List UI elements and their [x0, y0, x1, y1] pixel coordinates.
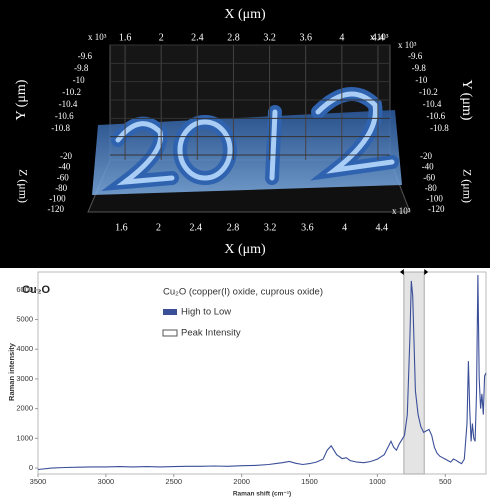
highlight-band: [403, 271, 425, 475]
x-tick-label-top: 3.2: [263, 32, 276, 43]
y-tick-label: 4000: [16, 344, 33, 353]
legend-label: High to Low: [181, 307, 231, 318]
x-tick-label-top: 4.4: [372, 32, 385, 43]
y-tick-label-left: -9.8: [74, 63, 89, 73]
z-tick-label-left: -40: [58, 162, 70, 172]
y-tick-label: 5000: [16, 315, 33, 324]
legend-title: Cu₂O (copper(I) oxide, cuprous oxide): [163, 287, 323, 298]
y-tick-label-left: -10.8: [51, 123, 70, 133]
x-axis-title-bottom: X (μm): [224, 242, 266, 257]
y-tick-label-left: -10: [73, 75, 85, 85]
y-tick-label-right: -9.6: [408, 51, 423, 61]
x-tick-label-top: 4: [339, 32, 344, 43]
z-axis-title-left: Z (μm): [16, 169, 30, 203]
z-tick-label-left: -60: [57, 172, 69, 182]
y-tick-label: 6000: [16, 285, 33, 294]
z-tick-label-right: -20: [420, 151, 432, 161]
x-tick-label: 2500: [165, 477, 182, 486]
x-axis-title-top: X (μm): [224, 7, 266, 22]
z-tick-label-right: -40: [422, 162, 434, 172]
multiplier-z: x 10³: [392, 206, 411, 216]
y-tick-label-right: -10.8: [430, 123, 449, 133]
y-tick-label-right: -9.8: [412, 63, 427, 73]
y-tick-label-left: -10.2: [62, 87, 81, 97]
x-tick-label-top: 2.8: [227, 32, 240, 43]
x-tick-label-bottom: 2.8: [227, 222, 240, 233]
z-tick-label-left: -120: [48, 204, 65, 214]
y-tick-label: 1000: [16, 433, 33, 442]
z-tick-label-left: -100: [49, 193, 66, 203]
legend-swatch: [162, 329, 178, 337]
x-tick-label: 3500: [30, 477, 47, 486]
x-axis-title: Raman shift (cm⁻¹): [233, 491, 291, 498]
y-tick-label: 0: [29, 463, 33, 472]
z-axis-title-right: Z (μm): [460, 169, 474, 203]
y-axis-title-left: Y (μm): [14, 79, 29, 120]
surface-panel: X (μm) X (μm) Y (μm) Y (μm) Z (μm) Z (μm…: [0, 0, 490, 268]
y-tick-label-right: -10.2: [419, 87, 438, 97]
surface-relief: [101, 87, 399, 192]
x-tick-label-bottom: 3.6: [301, 222, 314, 233]
x-tick-label: 500: [439, 477, 452, 486]
z-tick-label-left: -20: [60, 151, 72, 161]
multiplier-y: x 10³: [398, 40, 417, 50]
z-tick-label-right: -80: [425, 183, 437, 193]
spectrum-line: [37, 274, 487, 471]
z-tick-label-right: -60: [423, 172, 435, 182]
y-axis-title: Raman intensity: [7, 342, 16, 401]
y-tick-label-left: -10.4: [59, 99, 78, 109]
spectrum-panel: Cu₂O Cu₂O (copper(I) oxide, cuprous oxid…: [7, 284, 323, 498]
y-axis-title-right: Y (μm): [459, 80, 474, 121]
y-tick-label-right: -10: [415, 75, 427, 85]
x-tick-label: 1500: [301, 477, 318, 486]
x-tick-label: 3000: [98, 477, 115, 486]
x-tick-label-bottom: 4.4: [376, 222, 389, 233]
x-tick-label-top: 2.4: [191, 32, 204, 43]
legend-swatch: [163, 309, 177, 315]
z-tick-label-right: -100: [426, 193, 443, 203]
x-tick-label-top: 3.6: [299, 32, 312, 43]
x-tick-label-bottom: 3.2: [264, 222, 277, 233]
multiplier-x-right: x 10³: [370, 32, 389, 42]
y-tick-label: 2000: [16, 404, 33, 413]
x-tick-label-bottom: 2.4: [189, 222, 202, 233]
x-tick-label-bottom: 1.6: [115, 222, 128, 233]
z-tick-label-left: -80: [55, 183, 67, 193]
y-tick-label-left: -9.6: [78, 51, 93, 61]
x-tick-label-top: 1.6: [119, 32, 132, 43]
y-tick-label-left: -10.6: [55, 111, 74, 121]
x-tick-label: 2000: [233, 477, 250, 486]
z-tick-label-right: -120: [428, 204, 445, 214]
x-tick-label-bottom: 2: [156, 222, 161, 233]
multiplier-x-left: x 10³: [88, 32, 107, 42]
legend-label: Peak Intensity: [181, 328, 241, 339]
y-tick-label-right: -10.6: [426, 111, 445, 121]
x-tick-label: 1000: [369, 477, 386, 486]
x-tick-label-top: 2: [159, 32, 164, 43]
y-tick-label: 3000: [16, 374, 33, 383]
x-tick-label-bottom: 4: [342, 222, 347, 233]
y-tick-label-right: -10.4: [423, 99, 442, 109]
